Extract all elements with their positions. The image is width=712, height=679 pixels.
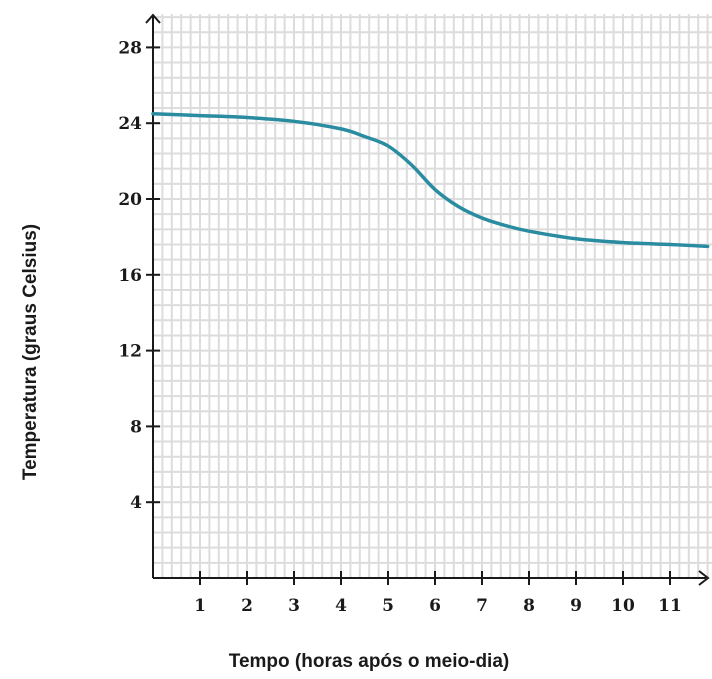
y-tick-label: 4 bbox=[130, 493, 142, 513]
y-axis-arrow bbox=[145, 13, 161, 24]
x-tick-label: 10 bbox=[611, 596, 635, 616]
x-tick-label: 11 bbox=[658, 596, 682, 616]
y-tick-label: 24 bbox=[118, 114, 142, 134]
x-axis-arrow bbox=[698, 570, 710, 586]
chart-grid bbox=[153, 14, 712, 578]
x-axis-label: Tempo (horas após o meio-dia) bbox=[229, 651, 509, 672]
y-tick-label: 20 bbox=[118, 190, 142, 210]
x-tick-label: 6 bbox=[429, 596, 441, 616]
x-tick-label: 8 bbox=[523, 596, 535, 616]
chart-series bbox=[151, 111, 710, 249]
chart-axes bbox=[145, 13, 710, 586]
y-tick-label: 8 bbox=[130, 417, 142, 437]
temperature-line bbox=[151, 111, 710, 249]
x-tick-label: 7 bbox=[476, 596, 488, 616]
x-tick-label: 2 bbox=[241, 596, 253, 616]
x-tick-label: 9 bbox=[570, 596, 582, 616]
x-tick-label: 3 bbox=[288, 596, 300, 616]
x-tick-label: 5 bbox=[382, 596, 394, 616]
x-tick-label: 4 bbox=[335, 596, 347, 616]
x-tick-label: 1 bbox=[194, 596, 206, 616]
y-tick-label: 28 bbox=[118, 38, 142, 58]
y-axis-label: Temperatura (graus Celsius) bbox=[20, 224, 41, 480]
y-tick-label: 16 bbox=[118, 266, 142, 286]
y-tick-label: 12 bbox=[118, 342, 142, 362]
